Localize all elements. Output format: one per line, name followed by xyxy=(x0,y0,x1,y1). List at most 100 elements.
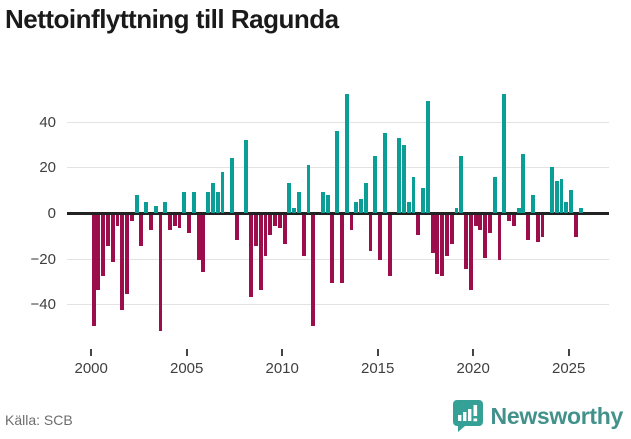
bar xyxy=(129,214,134,222)
bar xyxy=(483,214,488,258)
x-axis-tick xyxy=(567,349,570,356)
bar xyxy=(373,156,378,213)
bar xyxy=(473,214,478,226)
bar xyxy=(521,153,526,213)
bar xyxy=(158,214,163,331)
bar xyxy=(435,214,440,274)
bar xyxy=(464,214,468,270)
bar xyxy=(507,214,511,222)
bar xyxy=(526,214,531,240)
gridline xyxy=(67,258,609,260)
bar xyxy=(125,214,129,295)
bar xyxy=(425,101,430,213)
bar xyxy=(254,214,258,247)
bar xyxy=(206,192,211,213)
newsworthy-brand: Newsworthy xyxy=(452,399,623,433)
bar xyxy=(573,214,578,238)
gridline xyxy=(67,304,609,306)
bar xyxy=(387,214,392,277)
bar xyxy=(440,214,445,277)
bar xyxy=(530,194,535,213)
y-axis-tick-label: 0 xyxy=(47,205,56,222)
bar xyxy=(263,214,268,256)
bar xyxy=(168,214,172,231)
x-axis-tick-label: 2005 xyxy=(170,360,204,377)
bar xyxy=(468,214,473,290)
gridline xyxy=(67,121,609,123)
bar xyxy=(502,94,507,213)
x-axis-tick-label: 2025 xyxy=(552,360,586,377)
bar xyxy=(277,214,282,229)
source-note: Källa: SCB xyxy=(5,412,73,428)
bar xyxy=(153,206,158,213)
bar xyxy=(516,208,521,213)
bar xyxy=(177,214,182,229)
bar xyxy=(359,199,363,213)
bar xyxy=(134,194,139,213)
bar xyxy=(559,178,564,213)
bar xyxy=(91,214,96,327)
bar xyxy=(497,214,502,261)
bar xyxy=(492,176,497,213)
y-axis-tick-label: −20 xyxy=(30,250,56,268)
newsworthy-wordmark: Newsworthy xyxy=(490,402,624,429)
bar xyxy=(363,183,368,213)
bar xyxy=(296,192,301,213)
bar xyxy=(511,214,516,226)
bar xyxy=(163,201,168,213)
x-axis-tick xyxy=(185,349,188,356)
bar xyxy=(211,183,215,213)
bar xyxy=(187,214,192,233)
bar xyxy=(449,214,454,245)
bar xyxy=(258,214,263,290)
bar xyxy=(339,214,344,283)
bar xyxy=(554,181,559,213)
bar xyxy=(421,187,426,213)
bar xyxy=(144,201,149,213)
bar xyxy=(201,214,206,272)
bar xyxy=(368,214,373,251)
chart-title: Nettoinflyttning till Ragunda xyxy=(5,4,339,34)
bar xyxy=(215,192,220,213)
bar xyxy=(139,214,144,247)
bar xyxy=(273,214,277,226)
x-axis-tick xyxy=(90,349,93,356)
bar xyxy=(148,214,153,231)
newsworthy-logo-icon xyxy=(452,400,483,432)
x-axis-tick-label: 2020 xyxy=(456,360,490,377)
bar xyxy=(230,158,235,213)
bar xyxy=(172,214,177,226)
y-axis-tick-label: 40 xyxy=(39,113,56,131)
bar xyxy=(282,214,287,245)
x-axis-tick xyxy=(376,349,379,356)
x-axis-tick-label: 2015 xyxy=(361,360,395,377)
bar xyxy=(196,214,201,261)
bar xyxy=(287,183,292,213)
y-axis-tick-label: −40 xyxy=(30,296,56,314)
bar xyxy=(430,214,435,254)
bar xyxy=(550,167,554,213)
bar xyxy=(306,165,311,213)
bar xyxy=(382,133,387,213)
y-axis-tick-label: 20 xyxy=(39,159,56,177)
x-axis-tick xyxy=(281,349,284,356)
bar xyxy=(416,214,421,236)
bar xyxy=(459,156,464,213)
bar xyxy=(411,176,416,213)
bar xyxy=(325,194,330,213)
bar xyxy=(311,214,316,327)
zero-axis-line xyxy=(67,212,609,215)
bar xyxy=(445,214,449,256)
bar xyxy=(268,214,273,236)
bar xyxy=(101,214,106,277)
bar xyxy=(301,214,306,256)
bar xyxy=(402,144,406,213)
bar xyxy=(540,214,545,238)
x-axis-tick xyxy=(472,349,475,356)
bar xyxy=(569,190,574,213)
bar xyxy=(454,208,459,213)
bar xyxy=(320,192,325,213)
bar xyxy=(96,214,101,290)
bar xyxy=(191,192,196,213)
